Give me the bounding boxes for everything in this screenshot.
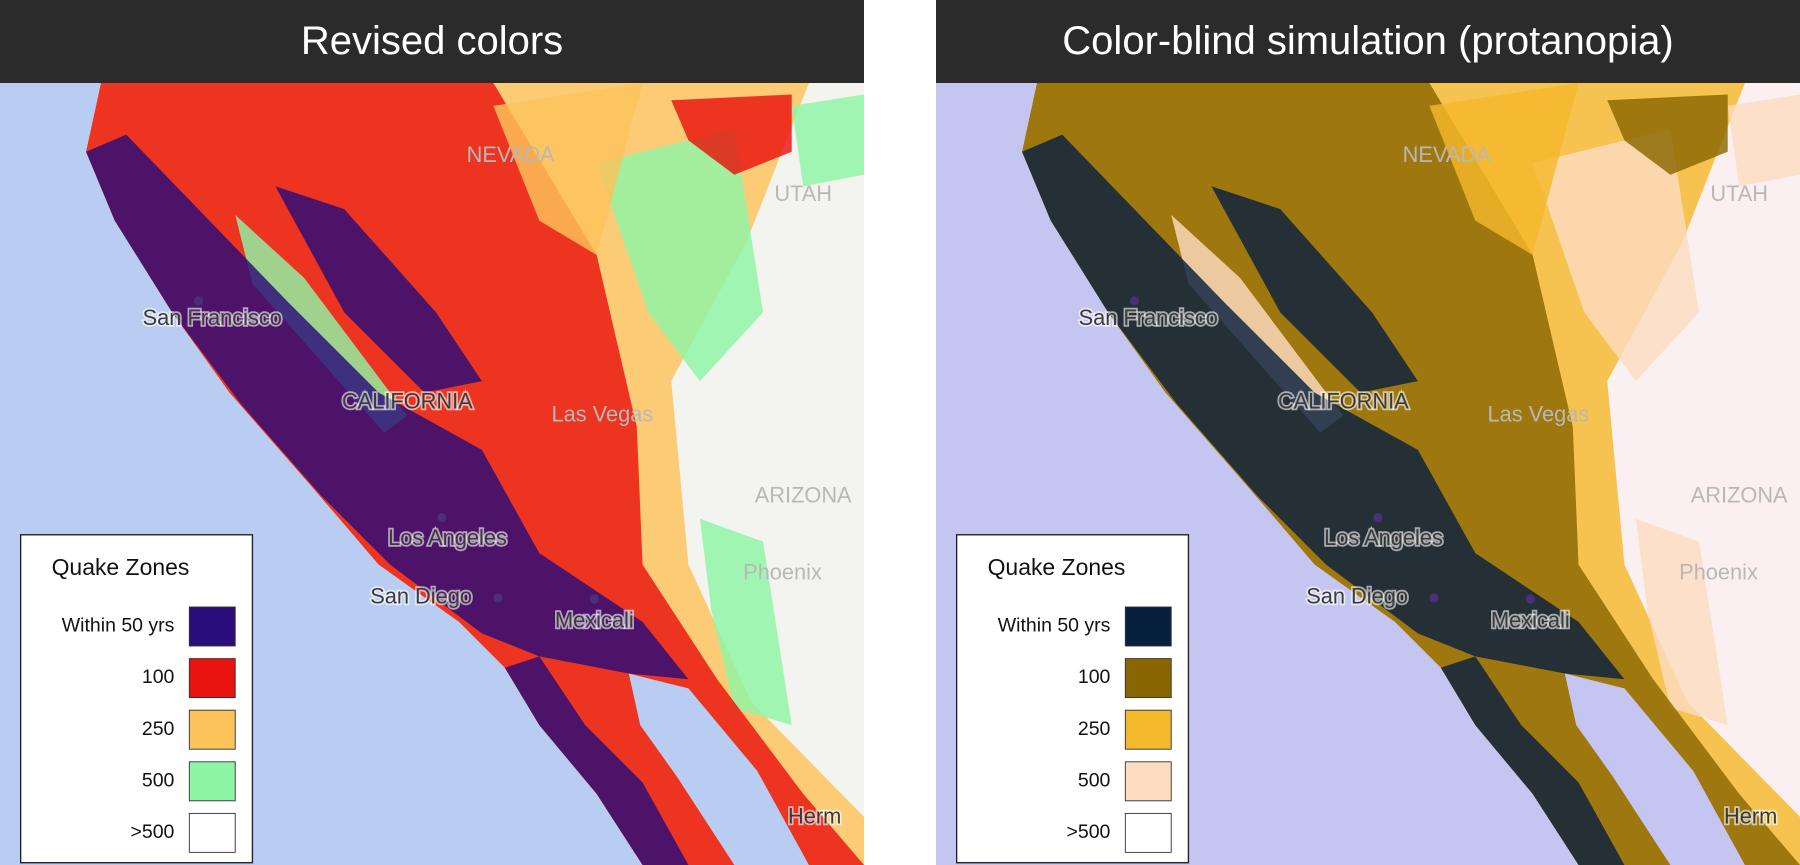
city-dot xyxy=(493,593,503,603)
quake-zone xyxy=(493,83,643,255)
city-dot xyxy=(1429,593,1439,603)
city-dot xyxy=(1129,296,1140,306)
map-label: NEVADA xyxy=(467,142,555,167)
legend-label: 250 xyxy=(1078,718,1111,740)
city-dot xyxy=(1373,512,1383,523)
quake-zone xyxy=(1532,128,1700,382)
map: San Francisco CALIFORNIA Las Vegas NEVADA UT… xyxy=(0,83,864,865)
legend-swatch xyxy=(1124,812,1172,853)
legend-swatch xyxy=(1124,606,1172,647)
map-panel: Color-blind simulation (protanopia) San … xyxy=(936,0,1800,865)
legend-label: >500 xyxy=(131,821,175,843)
map-label: San Francisco xyxy=(143,305,282,330)
legend-swatch xyxy=(188,606,236,647)
map-label: CALIFORNIA xyxy=(1278,389,1409,414)
legend-swatch xyxy=(188,658,236,699)
map-label: Herm xyxy=(1724,804,1777,829)
quake-zone xyxy=(1211,186,1418,393)
legend-swatch xyxy=(188,812,236,853)
gulf xyxy=(628,673,809,865)
quake-zone xyxy=(1022,134,1625,680)
map-label: San Francisco xyxy=(1079,305,1218,330)
legend-label: 500 xyxy=(1078,769,1111,791)
legend-swatch xyxy=(188,709,236,750)
panel-title: Color-blind simulation (protanopia) xyxy=(936,0,1800,83)
map-label: UTAH xyxy=(774,181,832,206)
legend-swatch xyxy=(188,761,236,802)
legend-label: 250 xyxy=(142,718,175,740)
map-label: Phoenix xyxy=(1679,560,1758,585)
legend-box xyxy=(955,534,1190,864)
map-label: San Diego xyxy=(1306,584,1408,609)
map-label: Los Angeles xyxy=(388,525,507,550)
city-dot xyxy=(589,594,599,604)
quake-zone xyxy=(86,134,689,680)
map-label: ARIZONA xyxy=(755,483,852,508)
map-label: Mexicali xyxy=(555,608,634,633)
legend-swatch xyxy=(1124,709,1172,750)
legend-label: 500 xyxy=(142,769,175,791)
quake-zone xyxy=(1635,518,1728,726)
panel-title: Revised colors xyxy=(0,0,864,83)
quake-zone xyxy=(1429,83,1579,255)
city-dot xyxy=(1525,594,1535,604)
map-label: Phoenix xyxy=(743,560,822,585)
quake-zone xyxy=(699,518,792,726)
quake-zone xyxy=(671,94,792,175)
quake-zone xyxy=(1440,656,1625,865)
city-dot xyxy=(193,296,204,306)
legend-swatch xyxy=(1124,658,1172,699)
legend-box xyxy=(19,534,254,864)
gulf xyxy=(1564,673,1745,865)
map-label: Mexicali xyxy=(1491,608,1570,633)
map-label: Los Angeles xyxy=(1324,525,1443,550)
legend-title: Quake Zones xyxy=(52,554,190,580)
legend-label: Within 50 yrs xyxy=(62,615,175,637)
quake-zone xyxy=(1727,94,1800,187)
legend-label: >500 xyxy=(1067,821,1111,843)
map-label: UTAH xyxy=(1710,181,1768,206)
legend-swatch xyxy=(1124,761,1172,802)
legend-label: 100 xyxy=(142,666,175,688)
quake-zone xyxy=(791,94,864,187)
map-label: San Diego xyxy=(370,584,472,609)
quake-zone xyxy=(596,128,764,382)
map-label: Las Vegas xyxy=(1488,401,1590,426)
quake-zone xyxy=(504,656,689,865)
legend-title: Quake Zones xyxy=(988,554,1126,580)
map-label: ARIZONA xyxy=(1691,483,1788,508)
legend-label: Within 50 yrs xyxy=(998,615,1111,637)
city-dot xyxy=(437,512,447,523)
quake-zone xyxy=(275,186,482,393)
map-label: Las Vegas xyxy=(552,401,654,426)
map-panel: Revised colors San Francisco CALIFORNIA La… xyxy=(0,0,864,865)
quake-zone xyxy=(1607,94,1728,175)
map-label: CALIFORNIA xyxy=(342,389,473,414)
map: San Francisco CALIFORNIA Las Vegas NEVADA UT… xyxy=(936,83,1800,865)
map-label: Herm xyxy=(788,804,841,829)
legend-label: 100 xyxy=(1078,666,1111,688)
map-label: NEVADA xyxy=(1403,142,1491,167)
